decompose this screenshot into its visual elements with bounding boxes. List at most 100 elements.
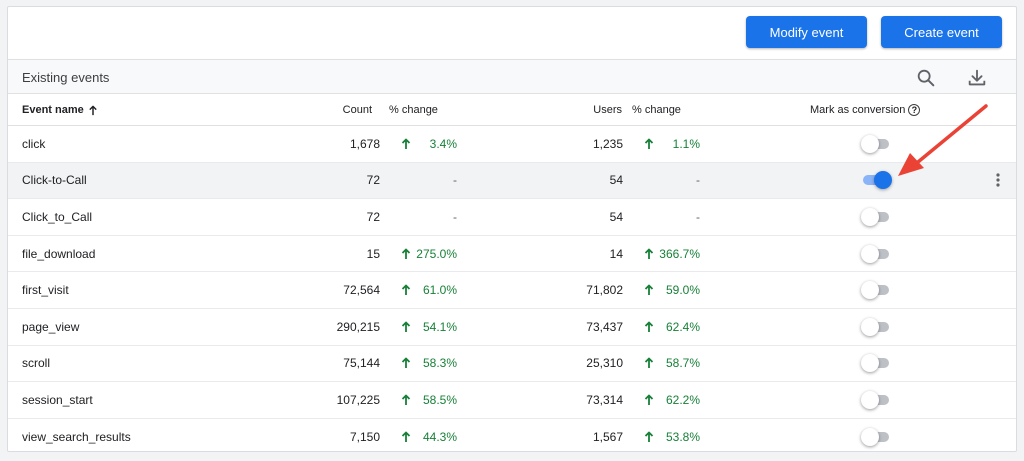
arrow-up-icon xyxy=(401,394,411,406)
toggle-knob xyxy=(861,207,879,226)
toggle-knob xyxy=(861,317,879,336)
column-event-name-label: Event name xyxy=(22,104,84,116)
arrow-up-icon xyxy=(401,431,411,443)
toggle-knob xyxy=(861,390,879,409)
event-users: 14 xyxy=(609,246,623,261)
users-change: - xyxy=(696,173,700,188)
table-header: Event name Count % change Users % change… xyxy=(8,94,1016,126)
event-users: 71,802 xyxy=(586,283,623,298)
column-event-name[interactable]: Event name xyxy=(22,104,98,116)
arrow-up-icon xyxy=(401,284,411,296)
arrow-up-icon xyxy=(644,321,654,333)
event-users: 54 xyxy=(609,173,623,188)
event-users: 25,310 xyxy=(586,356,623,371)
event-name[interactable]: click xyxy=(22,136,46,151)
event-name[interactable]: scroll xyxy=(22,356,51,371)
event-name[interactable]: Click-to-Call xyxy=(22,173,87,188)
events-card: Modify event Create event Existing event… xyxy=(7,6,1017,452)
event-name[interactable]: file_download xyxy=(22,246,96,261)
event-users: 1,235 xyxy=(592,136,623,151)
table-row[interactable]: Click-to-Call 72 - 54 - xyxy=(8,162,1016,200)
arrow-up-icon xyxy=(644,394,654,406)
event-name[interactable]: first_visit xyxy=(22,283,69,298)
arrow-up-icon xyxy=(401,138,411,150)
users-change: 62.4% xyxy=(665,319,700,334)
toggle-knob xyxy=(861,354,879,373)
table-row[interactable]: click 1,678 3.4% 1,235 1.1% xyxy=(8,126,1016,163)
arrow-up-icon xyxy=(644,357,654,369)
help-icon[interactable]: ? xyxy=(908,104,921,116)
column-count[interactable]: Count xyxy=(342,104,372,116)
users-change: 1.1% xyxy=(672,136,700,151)
count-change: 44.3% xyxy=(422,430,457,445)
arrow-up-icon xyxy=(401,248,411,260)
count-change: 58.3% xyxy=(422,356,457,371)
event-count: 72 xyxy=(366,209,380,224)
toggle-knob xyxy=(861,134,879,153)
table-row[interactable]: page_view 290,215 54.1% 73,437 62.4% xyxy=(8,309,1016,346)
arrow-up-icon xyxy=(401,357,411,369)
toggle-knob xyxy=(874,171,892,190)
event-count: 75,144 xyxy=(343,356,380,371)
event-count: 72 xyxy=(366,173,380,188)
arrow-up-icon xyxy=(644,284,654,296)
event-name[interactable]: page_view xyxy=(22,319,80,334)
event-users: 73,437 xyxy=(586,319,623,334)
count-change: 61.0% xyxy=(422,283,457,298)
users-change: 366.7% xyxy=(659,246,700,261)
conversion-toggle[interactable] xyxy=(861,354,891,373)
section-header: Existing events xyxy=(8,59,1016,94)
event-count: 1,678 xyxy=(349,136,380,151)
table-body: click 1,678 3.4% 1,235 1.1% Click-to-Call 72 - 5… xyxy=(8,126,1016,451)
conversion-toggle[interactable] xyxy=(861,207,891,226)
toggle-knob xyxy=(861,281,879,300)
conversion-toggle[interactable] xyxy=(861,317,891,336)
count-change: - xyxy=(453,173,457,188)
users-change: 59.0% xyxy=(665,283,700,298)
arrow-up-icon xyxy=(401,321,411,333)
search-icon[interactable] xyxy=(915,67,937,89)
column-count-change[interactable]: % change xyxy=(389,104,438,116)
modify-event-button[interactable]: Modify event xyxy=(746,16,867,48)
table-row[interactable]: scroll 75,144 58.3% 25,310 58.7% xyxy=(8,346,1016,383)
table-row[interactable]: Click_to_Call 72 - 54 - xyxy=(8,199,1016,236)
conversion-toggle[interactable] xyxy=(861,428,891,447)
column-conversion: Mark as conversion ? xyxy=(810,104,921,116)
count-change: 3.4% xyxy=(429,136,457,151)
conversion-toggle[interactable] xyxy=(861,171,892,190)
arrow-up-icon xyxy=(644,248,654,260)
column-users[interactable]: Users xyxy=(593,104,622,116)
download-icon[interactable] xyxy=(966,67,988,89)
event-name[interactable]: session_start xyxy=(22,392,93,407)
arrow-up-icon xyxy=(644,138,654,150)
users-change: 58.7% xyxy=(665,356,700,371)
event-name[interactable]: view_search_results xyxy=(22,430,131,445)
table-row[interactable]: file_download 15 275.0% 14 366.7% xyxy=(8,236,1016,273)
arrow-up-icon xyxy=(89,105,97,115)
event-count: 290,215 xyxy=(336,319,380,334)
users-change: - xyxy=(696,209,700,224)
event-count: 15 xyxy=(366,246,380,261)
event-name[interactable]: Click_to_Call xyxy=(22,209,93,224)
column-users-change[interactable]: % change xyxy=(632,104,681,116)
table-row[interactable]: session_start 107,225 58.5% 73,314 62.2% xyxy=(8,382,1016,419)
column-conversion-label: Mark as conversion xyxy=(810,104,906,116)
conversion-toggle[interactable] xyxy=(861,281,891,300)
count-change: 54.1% xyxy=(422,319,457,334)
users-change: 53.8% xyxy=(665,430,700,445)
count-change: - xyxy=(453,209,457,224)
section-title: Existing events xyxy=(22,70,110,85)
event-count: 7,150 xyxy=(349,430,380,445)
arrow-up-icon xyxy=(644,431,654,443)
toolbar: Modify event Create event xyxy=(8,7,1016,59)
event-count: 72,564 xyxy=(343,283,380,298)
conversion-toggle[interactable] xyxy=(861,390,891,409)
count-change: 275.0% xyxy=(416,246,457,261)
table-row[interactable]: view_search_results 7,150 44.3% 1,567 53.8% xyxy=(8,419,1016,451)
create-event-button[interactable]: Create event xyxy=(881,16,1002,48)
conversion-toggle[interactable] xyxy=(861,134,891,153)
conversion-toggle[interactable] xyxy=(861,244,891,263)
event-users: 54 xyxy=(609,209,623,224)
table-row[interactable]: first_visit 72,564 61.0% 71,802 59.0% xyxy=(8,272,1016,309)
more-vert-icon[interactable] xyxy=(990,172,1006,188)
